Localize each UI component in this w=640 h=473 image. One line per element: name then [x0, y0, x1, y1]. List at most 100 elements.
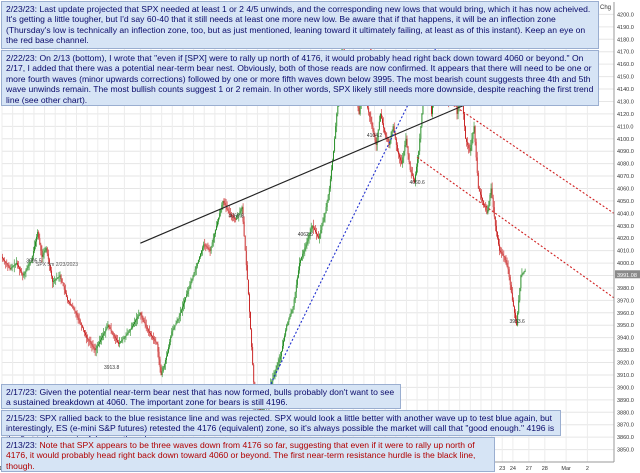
candle-body [6, 263, 8, 265]
candle-body [315, 229, 316, 232]
candle-body [249, 294, 250, 312]
candle-body [415, 174, 416, 183]
candle-body [128, 331, 130, 333]
candle-body [185, 297, 187, 301]
candle-body [239, 211, 241, 214]
candle-body [273, 374, 275, 379]
candle-body [25, 269, 27, 272]
candle-body [520, 275, 522, 288]
price-label: 4060.6 [409, 180, 425, 186]
candle-body [146, 326, 148, 330]
candle-body [394, 132, 396, 139]
candle-body [55, 279, 57, 280]
candle-body [13, 265, 15, 267]
y-tick-label: 3910.0 [617, 373, 634, 379]
candle-body [210, 246, 212, 251]
ticker-tag: Chg [600, 5, 611, 11]
candle-body [308, 235, 310, 239]
candle-body [493, 207, 495, 217]
candle-body [160, 367, 162, 375]
candle-body [335, 126, 337, 139]
candle-body [220, 209, 222, 214]
candle-body [78, 317, 80, 321]
candle-body [195, 266, 197, 270]
candle-body [467, 141, 469, 145]
candle-body [82, 327, 84, 331]
candle-body [230, 214, 232, 216]
candle-body [456, 104, 458, 114]
candle-body [368, 107, 370, 113]
trendline [340, 28, 615, 214]
candle-body [319, 234, 321, 239]
candle-body [487, 207, 489, 214]
candle-body [416, 166, 418, 175]
candle-body [217, 221, 218, 226]
candle-body [5, 261, 7, 264]
candle-body [27, 266, 29, 269]
candle-body [137, 316, 139, 319]
candle-body [176, 321, 178, 324]
candle-body [317, 234, 319, 237]
candle-body [46, 248, 48, 254]
candle-body [409, 162, 411, 170]
candle-body [509, 277, 511, 285]
candle-body [170, 336, 172, 343]
candle-body [204, 244, 206, 246]
candle-body [333, 151, 334, 161]
x-tick-label: Mar [561, 466, 571, 472]
candle-body [192, 275, 194, 279]
candle-body [198, 256, 200, 260]
trendline [252, 7, 456, 420]
candle-body [26, 268, 28, 270]
candle-body [84, 330, 85, 333]
candle-body [2, 256, 3, 259]
candle-body [58, 276, 60, 278]
candle-body [51, 270, 52, 277]
candle-body [113, 334, 115, 337]
candle-body [420, 126, 422, 139]
y-tick-label: 3930.0 [617, 348, 634, 354]
candle-body [491, 188, 493, 198]
candle-body [277, 362, 279, 366]
price-label: 4062.5 [298, 232, 314, 238]
candle-body [74, 309, 76, 312]
candle-body [157, 343, 159, 352]
candle-body [432, 103, 433, 114]
candle-body [62, 282, 64, 287]
candle-body [103, 333, 105, 336]
candle-body [100, 339, 101, 342]
candle-body [235, 218, 237, 220]
candle-body [475, 141, 477, 158]
y-tick-label: 4050.0 [617, 199, 634, 205]
y-tick-label: 4150.0 [617, 75, 634, 81]
candle-body [474, 126, 476, 142]
candle-body [370, 117, 372, 122]
price-label: 3953.6 [509, 319, 525, 325]
candle-body [302, 253, 304, 257]
candle-body [411, 172, 413, 177]
candle-body [216, 225, 217, 230]
candle-body [293, 299, 295, 307]
candle-body [54, 279, 56, 281]
candle-body [93, 347, 95, 349]
candle-body [145, 324, 147, 327]
candle-body [150, 333, 151, 335]
candle-body [464, 113, 465, 127]
y-tick-label: 3980.0 [617, 286, 634, 292]
candle-body [19, 267, 21, 270]
candle-body [482, 197, 484, 201]
candle-body [479, 191, 481, 195]
candle-body [419, 138, 421, 152]
candle-body [10, 268, 12, 270]
candle-body [334, 138, 336, 152]
candle-body [23, 273, 25, 276]
candle-body [325, 207, 327, 214]
y-tick-label: 4000.0 [617, 261, 634, 267]
candle-body [142, 317, 144, 320]
candle-body [406, 138, 408, 147]
candle-body [384, 127, 386, 133]
candle-body [396, 144, 398, 152]
candle-body [187, 291, 189, 295]
candle-body [291, 309, 293, 313]
candle-body [395, 138, 397, 145]
